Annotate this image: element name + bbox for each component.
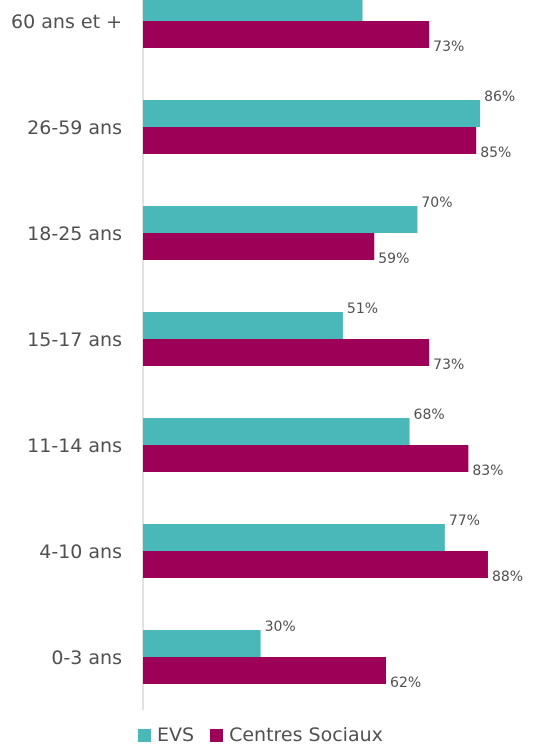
bar-evs-15-17-ans	[143, 312, 343, 339]
legend-label-evs: EVS	[157, 724, 195, 746]
bar-evs-11-14-ans	[143, 418, 410, 445]
value-label-evs-26-59-ans: 86%	[484, 89, 515, 105]
bar-centres-sociaux-0-3-ans	[143, 657, 387, 684]
value-label-centres-sociaux-4-10-ans: 88%	[492, 569, 523, 585]
category-label-26-59-ans: 26-59 ans	[27, 117, 122, 139]
legend-item-centres-sociaux: Centres Sociaux	[210, 724, 383, 746]
legend-item-evs: EVS	[138, 724, 194, 746]
value-label-centres-sociaux-26-59-ans: 85%	[480, 145, 511, 161]
bar-centres-sociaux-11-14-ans	[143, 445, 469, 472]
legend-label-centres-sociaux: Centres Sociaux	[229, 724, 383, 746]
bar-centres-sociaux-26-59-ans	[143, 127, 477, 154]
value-label-evs-4-10-ans: 77%	[449, 513, 480, 529]
value-label-evs-18-25-ans: 70%	[421, 195, 452, 211]
category-label-4-10-ans: 4-10 ans	[39, 541, 122, 563]
value-label-centres-sociaux-18-25-ans: 59%	[378, 251, 409, 267]
value-label-centres-sociaux-60-ans-et: 73%	[433, 39, 464, 55]
bar-evs-0-3-ans	[143, 630, 261, 657]
bar-evs-18-25-ans	[143, 206, 418, 233]
bar-centres-sociaux-18-25-ans	[143, 233, 375, 260]
category-label-18-25-ans: 18-25 ans	[27, 223, 122, 245]
bar-evs-60-ans-et	[143, 0, 363, 21]
value-label-evs-15-17-ans: 51%	[347, 301, 378, 317]
category-label-11-14-ans: 11-14 ans	[27, 435, 122, 457]
bar-evs-26-59-ans	[143, 100, 481, 127]
category-label-0-3-ans: 0-3 ans	[51, 647, 122, 669]
legend: EVS Centres Sociaux	[138, 724, 399, 746]
legend-swatch-evs	[138, 728, 151, 742]
value-label-centres-sociaux-15-17-ans: 73%	[433, 357, 464, 373]
value-label-evs-0-3-ans: 30%	[265, 619, 296, 635]
bar-centres-sociaux-15-17-ans	[143, 339, 430, 366]
value-label-centres-sociaux-0-3-ans: 62%	[390, 675, 421, 691]
value-label-evs-11-14-ans: 68%	[414, 407, 445, 423]
category-label-60-ans-et: 60 ans et +	[11, 11, 122, 33]
bar-centres-sociaux-4-10-ans	[143, 551, 488, 578]
value-label-centres-sociaux-11-14-ans: 83%	[472, 463, 503, 479]
bar-evs-4-10-ans	[143, 524, 445, 551]
bar-centres-sociaux-60-ans-et	[143, 21, 430, 48]
legend-swatch-centres-sociaux	[210, 728, 224, 742]
category-label-15-17-ans: 15-17 ans	[27, 329, 122, 351]
